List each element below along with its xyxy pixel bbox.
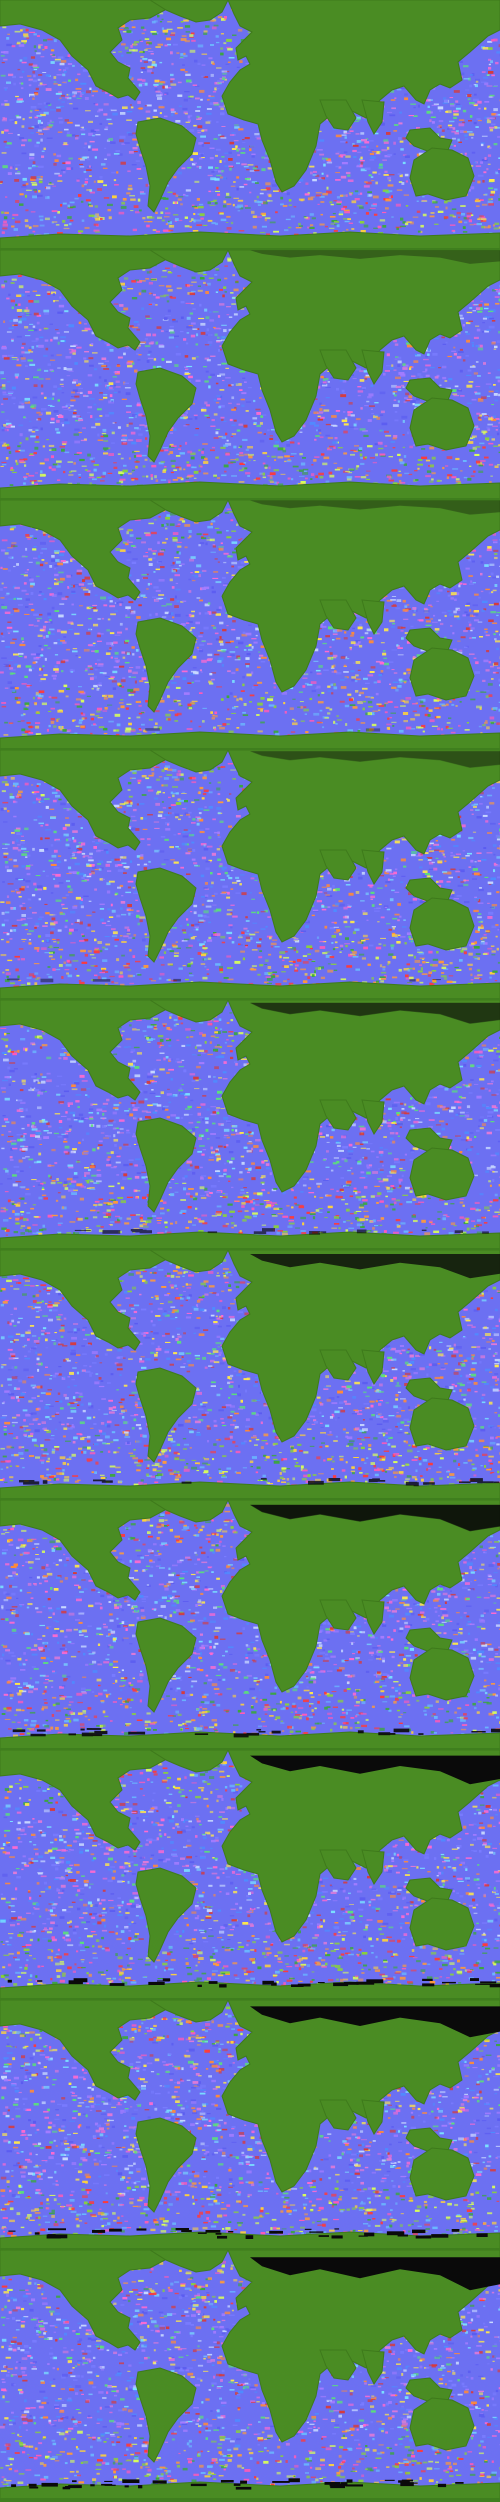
panel-divider bbox=[0, 2498, 500, 2502]
land-australia bbox=[410, 2398, 474, 2450]
world-map-svg bbox=[0, 1500, 500, 1750]
world-map-svg bbox=[0, 1000, 500, 1250]
land-australia bbox=[410, 1398, 474, 1450]
world-map-svg bbox=[0, 2250, 500, 2500]
world-map-panel-6 bbox=[0, 1250, 500, 1500]
land-australia bbox=[410, 398, 474, 450]
world-map-panel-4 bbox=[0, 750, 500, 1000]
world-map-svg bbox=[0, 2000, 500, 2250]
world-map-panel-1 bbox=[0, 0, 500, 250]
land-australia bbox=[410, 648, 474, 700]
world-map-svg bbox=[0, 0, 500, 250]
world-map-panel-7 bbox=[0, 1500, 500, 1750]
world-map-svg bbox=[0, 1250, 500, 1500]
world-map-panel-10 bbox=[0, 2250, 500, 2500]
world-map-svg bbox=[0, 250, 500, 500]
land-australia bbox=[410, 1898, 474, 1950]
world-map-svg bbox=[0, 750, 500, 1000]
world-map-panel-3 bbox=[0, 500, 500, 750]
world-map-svg bbox=[0, 1750, 500, 2000]
land-australia bbox=[410, 898, 474, 950]
world-map-panel-2 bbox=[0, 250, 500, 500]
land-australia bbox=[410, 2148, 474, 2200]
world-map-panel-8 bbox=[0, 1750, 500, 2000]
land-australia bbox=[410, 1648, 474, 1700]
world-map-panel-9 bbox=[0, 2000, 500, 2250]
land-australia bbox=[410, 1148, 474, 1200]
world-map-svg bbox=[0, 500, 500, 750]
world-map-panel-5 bbox=[0, 1000, 500, 1250]
land-australia bbox=[410, 148, 474, 200]
